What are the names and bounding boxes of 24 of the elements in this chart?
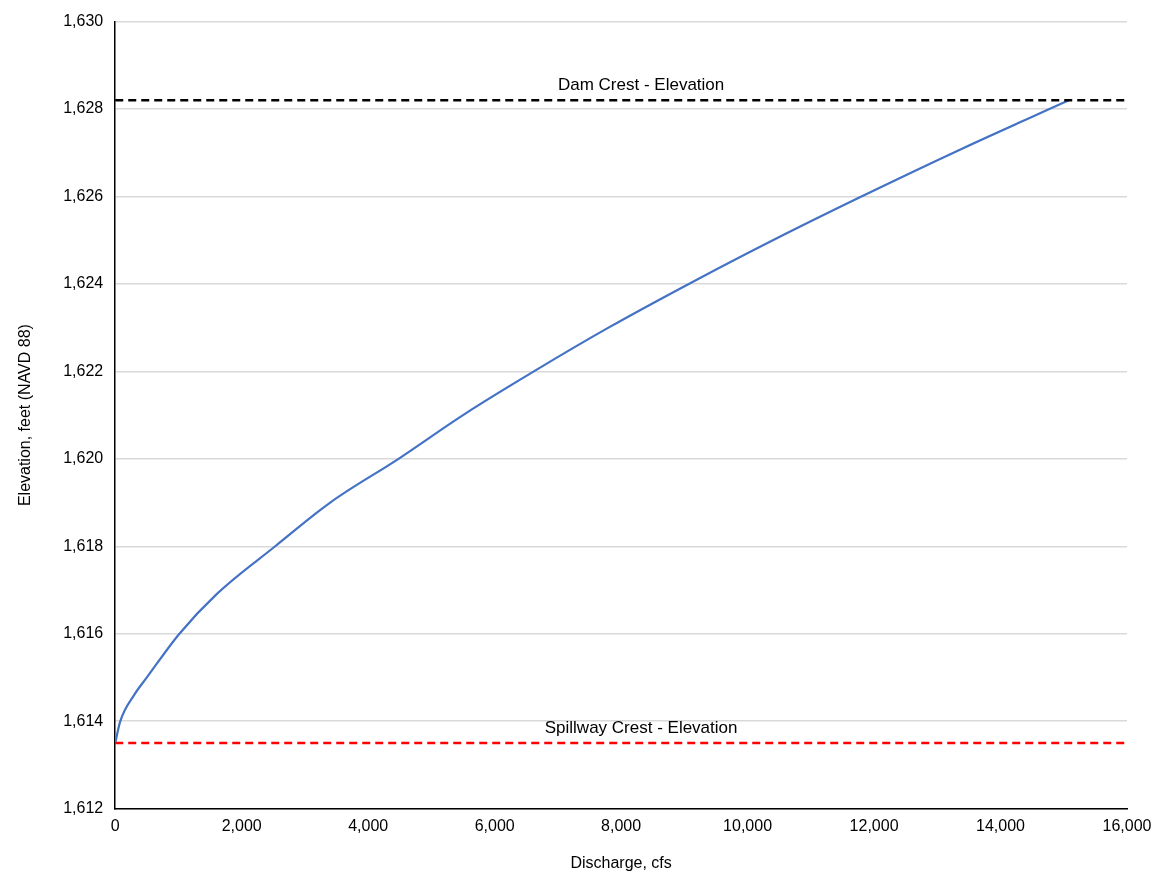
x-tick-label: 14,000 xyxy=(976,816,1026,834)
y-tick-label: 1,626 xyxy=(63,186,104,204)
x-tick-label: 10,000 xyxy=(723,816,773,834)
y-tick-label: 1,622 xyxy=(63,361,104,379)
y-tick-label: 1,630 xyxy=(63,12,104,30)
y-tick-label: 1,612 xyxy=(63,799,104,817)
y-tick-label: 1,616 xyxy=(63,624,104,642)
ref-line-label: Spillway Crest - Elevation xyxy=(544,718,738,738)
x-tick-label: 12,000 xyxy=(849,816,899,834)
y-tick-label: 1,624 xyxy=(63,274,104,292)
line-series xyxy=(115,99,1070,745)
y-axis-title: Elevation, feet (NAVD 88) xyxy=(16,324,34,507)
x-tick-label: 8,000 xyxy=(601,816,642,834)
y-tick-label: 1,620 xyxy=(63,449,104,467)
x-axis-title: Discharge, cfs xyxy=(570,853,672,871)
ref-line-label: Dam Crest - Elevation xyxy=(557,75,725,95)
x-tick-label: 0 xyxy=(110,816,120,834)
x-tick-label: 16,000 xyxy=(1102,816,1152,834)
y-tick-label: 1,614 xyxy=(63,711,104,729)
x-tick-label: 6,000 xyxy=(474,816,515,834)
y-tick-label: 1,618 xyxy=(63,536,104,554)
x-tick-label: 2,000 xyxy=(221,816,262,834)
y-tick-label: 1,628 xyxy=(63,99,104,117)
x-tick-label: 4,000 xyxy=(348,816,389,834)
